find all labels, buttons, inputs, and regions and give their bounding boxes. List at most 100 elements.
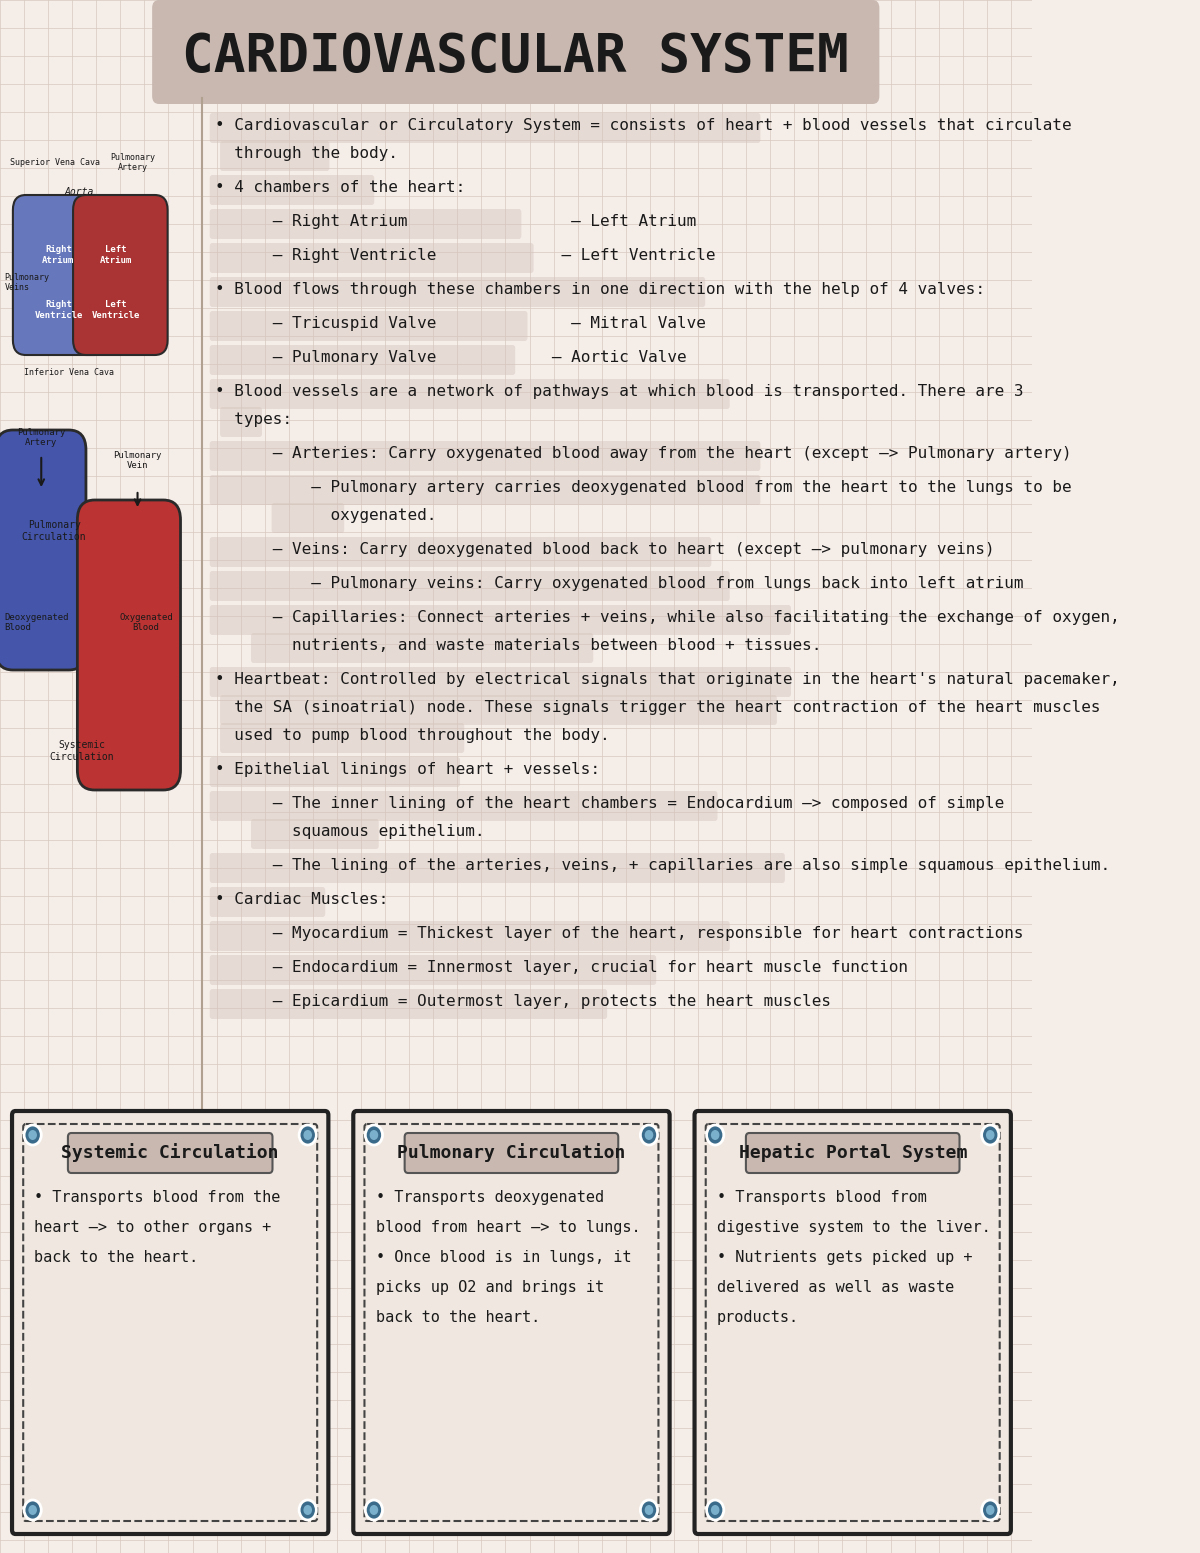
Text: Systemic
Circulation: Systemic Circulation	[49, 741, 114, 763]
Text: the SA (sinoatrial) node. These signals trigger the heart contraction of the hea: the SA (sinoatrial) node. These signals …	[215, 700, 1100, 714]
Circle shape	[299, 1500, 317, 1520]
FancyBboxPatch shape	[404, 1134, 618, 1173]
Text: – Right Atrium                 – Left Atrium: – Right Atrium – Left Atrium	[215, 214, 696, 228]
Text: – The lining of the arteries, veins, + capillaries are also simple squamous epit: – The lining of the arteries, veins, + c…	[215, 857, 1110, 873]
Circle shape	[710, 1131, 720, 1140]
Circle shape	[986, 1131, 995, 1140]
FancyBboxPatch shape	[210, 345, 515, 374]
Circle shape	[365, 1124, 383, 1145]
FancyBboxPatch shape	[220, 724, 464, 753]
Circle shape	[641, 1500, 658, 1520]
Text: – Tricuspid Valve              – Mitral Valve: – Tricuspid Valve – Mitral Valve	[215, 315, 706, 331]
FancyBboxPatch shape	[210, 921, 730, 950]
Circle shape	[370, 1505, 378, 1516]
Text: • Cardiac Muscles:: • Cardiac Muscles:	[215, 891, 388, 907]
Text: • Transports deoxygenated: • Transports deoxygenated	[376, 1190, 604, 1205]
FancyBboxPatch shape	[220, 696, 776, 725]
Text: Left
Atrium: Left Atrium	[100, 245, 132, 264]
Text: nutrients, and waste materials between blood + tissues.: nutrients, and waste materials between b…	[215, 638, 821, 652]
Text: • Heartbeat: Controlled by electrical signals that originate in the heart's natu: • Heartbeat: Controlled by electrical si…	[215, 672, 1120, 686]
FancyBboxPatch shape	[210, 572, 730, 601]
Text: • Blood vessels are a network of pathways at which blood is transported. There a: • Blood vessels are a network of pathway…	[215, 384, 1024, 399]
FancyBboxPatch shape	[746, 1134, 960, 1173]
Text: used to pump blood throughout the body.: used to pump blood throughout the body.	[215, 728, 610, 742]
FancyBboxPatch shape	[695, 1110, 1010, 1534]
FancyBboxPatch shape	[210, 666, 791, 697]
Text: Deoxygenated
Blood: Deoxygenated Blood	[5, 612, 68, 632]
Circle shape	[365, 1500, 383, 1520]
FancyBboxPatch shape	[210, 242, 534, 273]
Circle shape	[644, 1131, 653, 1140]
Text: picks up O2 and brings it: picks up O2 and brings it	[376, 1280, 604, 1295]
Text: – Endocardium = Innermost layer, crucial for heart muscle function: – Endocardium = Innermost layer, crucial…	[215, 960, 908, 975]
Circle shape	[304, 1505, 312, 1516]
Text: – Myocardium = Thickest layer of the heart, responsible for heart contractions: – Myocardium = Thickest layer of the hea…	[215, 926, 1024, 941]
Circle shape	[641, 1124, 658, 1145]
Circle shape	[986, 1505, 995, 1516]
FancyBboxPatch shape	[353, 1110, 670, 1534]
Text: • 4 chambers of the heart:: • 4 chambers of the heart:	[215, 180, 466, 196]
Text: – Pulmonary Valve            – Aortic Valve: – Pulmonary Valve – Aortic Valve	[215, 349, 686, 365]
Text: – Veins: Carry deoxygenated blood back to heart (except –> pulmonary veins): – Veins: Carry deoxygenated blood back t…	[215, 542, 995, 558]
Text: – Pulmonary veins: Carry oxygenated blood from lungs back into left atrium: – Pulmonary veins: Carry oxygenated bloo…	[215, 576, 1024, 592]
FancyBboxPatch shape	[152, 0, 880, 104]
Text: – Arteries: Carry oxygenated blood away from the heart (except –> Pulmonary arte: – Arteries: Carry oxygenated blood away …	[215, 446, 1072, 461]
Text: Pulmonary
Veins: Pulmonary Veins	[5, 273, 49, 292]
FancyBboxPatch shape	[12, 1110, 329, 1534]
FancyBboxPatch shape	[210, 853, 785, 884]
FancyBboxPatch shape	[210, 989, 607, 1019]
Text: Right
Ventricle: Right Ventricle	[35, 300, 83, 320]
Text: – The inner lining of the heart chambers = Endocardium –> composed of simple: – The inner lining of the heart chambers…	[215, 797, 1004, 811]
Text: Right
Atrium: Right Atrium	[42, 245, 74, 264]
FancyBboxPatch shape	[220, 407, 262, 436]
Circle shape	[644, 1505, 653, 1516]
FancyBboxPatch shape	[13, 196, 108, 356]
Circle shape	[304, 1131, 312, 1140]
FancyBboxPatch shape	[251, 818, 379, 849]
Circle shape	[29, 1131, 37, 1140]
Text: oxygenated.: oxygenated.	[215, 508, 437, 523]
FancyBboxPatch shape	[210, 175, 374, 205]
Circle shape	[707, 1500, 724, 1520]
Text: Left
Ventricle: Left Ventricle	[92, 300, 140, 320]
FancyBboxPatch shape	[210, 790, 718, 822]
Text: through the body.: through the body.	[215, 146, 397, 162]
Text: digestive system to the liver.: digestive system to the liver.	[716, 1221, 991, 1235]
FancyBboxPatch shape	[210, 537, 712, 567]
Text: Oxygenated
Blood: Oxygenated Blood	[119, 612, 173, 632]
Circle shape	[707, 1124, 724, 1145]
Text: Superior Vena Cava: Superior Vena Cava	[11, 158, 101, 168]
FancyBboxPatch shape	[210, 379, 730, 408]
Text: heart –> to other organs +: heart –> to other organs +	[35, 1221, 271, 1235]
Circle shape	[29, 1505, 37, 1516]
Text: – Right Ventricle             – Left Ventricle: – Right Ventricle – Left Ventricle	[215, 248, 715, 262]
FancyBboxPatch shape	[210, 887, 325, 916]
Text: Pulmonary
Artery: Pulmonary Artery	[110, 152, 156, 172]
Text: Inferior Vena Cava: Inferior Vena Cava	[24, 368, 114, 377]
FancyBboxPatch shape	[251, 634, 593, 663]
Text: Pulmonary
Circulation: Pulmonary Circulation	[22, 520, 86, 542]
Text: – Pulmonary artery carries deoxygenated blood from the heart to the lungs to be: – Pulmonary artery carries deoxygenated …	[215, 480, 1072, 495]
FancyBboxPatch shape	[210, 441, 761, 471]
Text: Systemic Circulation: Systemic Circulation	[61, 1143, 278, 1163]
FancyBboxPatch shape	[210, 606, 791, 635]
FancyBboxPatch shape	[73, 196, 168, 356]
Text: • Epithelial linings of heart + vessels:: • Epithelial linings of heart + vessels:	[215, 763, 600, 776]
Text: Pulmonary
Vein: Pulmonary Vein	[113, 450, 162, 471]
Text: back to the heart.: back to the heart.	[35, 1250, 199, 1266]
Text: back to the heart.: back to the heart.	[376, 1311, 540, 1325]
Text: Aorta: Aorta	[65, 186, 94, 197]
FancyBboxPatch shape	[210, 756, 460, 787]
FancyBboxPatch shape	[271, 503, 344, 533]
FancyBboxPatch shape	[68, 1134, 272, 1173]
Text: • Once blood is in lungs, it: • Once blood is in lungs, it	[376, 1250, 631, 1266]
Text: types:: types:	[215, 412, 292, 427]
Circle shape	[982, 1500, 998, 1520]
Text: delivered as well as waste: delivered as well as waste	[716, 1280, 954, 1295]
Text: – Capillaries: Connect arteries + veins, while also facilitating the exchange of: – Capillaries: Connect arteries + veins,…	[215, 610, 1120, 624]
FancyBboxPatch shape	[210, 955, 656, 985]
FancyBboxPatch shape	[210, 311, 528, 342]
Text: Pulmonary
Artery: Pulmonary Artery	[17, 427, 66, 447]
Text: products.: products.	[716, 1311, 799, 1325]
FancyBboxPatch shape	[77, 500, 180, 790]
